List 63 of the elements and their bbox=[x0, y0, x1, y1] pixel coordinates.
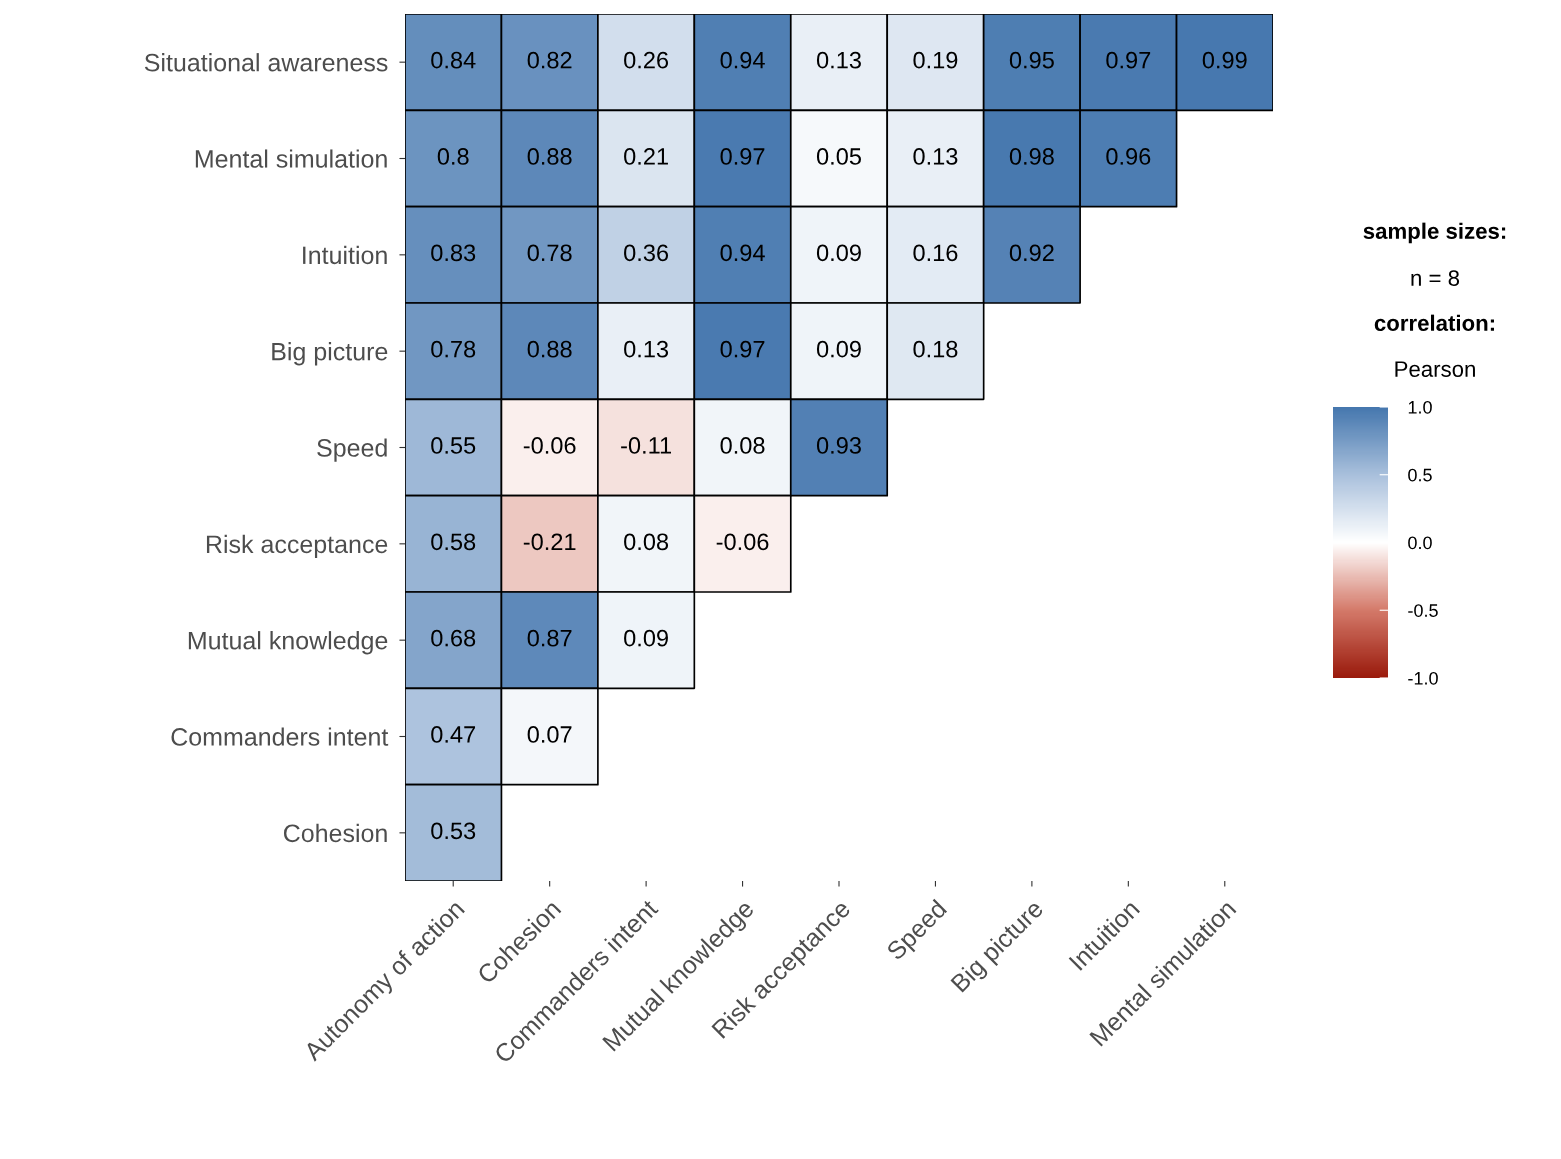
data-label: 0.16 bbox=[913, 244, 958, 262]
data-label: 0.93 bbox=[816, 437, 861, 454]
text: Pearson bbox=[1395, 361, 1475, 377]
data-label: 0.09 bbox=[624, 629, 668, 647]
data-label: -0.11 bbox=[621, 437, 671, 454]
y-tick-label: Speed bbox=[317, 438, 387, 462]
data-label: 0.53 bbox=[431, 822, 476, 840]
data-label: 0.94 bbox=[720, 244, 765, 262]
color-bar-label: -0.5 bbox=[1408, 604, 1438, 617]
y-tick-label: Big picture bbox=[272, 342, 388, 366]
y-tick-label: Situational awareness bbox=[144, 53, 388, 72]
y-tick-label: Risk acceptance bbox=[206, 534, 388, 559]
data-label: -0.06 bbox=[716, 533, 769, 551]
data-label: -0.06 bbox=[523, 437, 576, 454]
data-label: 0.84 bbox=[431, 51, 476, 69]
color-bar-label: 0.0 bbox=[1408, 536, 1432, 550]
y-tick-label: Mutual knowledge bbox=[188, 631, 388, 655]
data-label: 0.07 bbox=[527, 726, 572, 743]
y-tick-label: Mental simulation bbox=[195, 149, 387, 168]
data-label: 0.18 bbox=[913, 340, 958, 358]
y-tick-label: Cohesion bbox=[283, 823, 387, 843]
data-label: 0.83 bbox=[431, 244, 476, 262]
data-label: 0.82 bbox=[527, 51, 572, 69]
data-label: 0.58 bbox=[431, 533, 476, 551]
data-label: 0.78 bbox=[527, 244, 572, 262]
data-label: -0.21 bbox=[523, 533, 576, 551]
data-label: 0.87 bbox=[527, 629, 572, 647]
data-label: 0.26 bbox=[624, 51, 669, 69]
color-bar-label: -1.0 bbox=[1408, 671, 1438, 685]
data-label: 0.97 bbox=[1106, 51, 1151, 69]
data-label: 0.08 bbox=[624, 533, 669, 551]
data-label: 0.88 bbox=[527, 340, 572, 358]
text: n = 8 bbox=[1411, 270, 1460, 286]
data-label: 0.09 bbox=[816, 244, 861, 262]
data-label: 0.98 bbox=[1009, 148, 1054, 165]
data-label: 0.13 bbox=[816, 51, 861, 69]
y-tick-label: Intuition bbox=[303, 245, 387, 265]
text: sample sizes: bbox=[1363, 222, 1506, 244]
y-tick-label: Commanders intent bbox=[171, 727, 389, 746]
data-label: 0.95 bbox=[1009, 51, 1054, 69]
data-label: 0.97 bbox=[720, 340, 765, 358]
data-label: 0.78 bbox=[431, 340, 476, 358]
data-label: 0.68 bbox=[431, 629, 476, 647]
data-label: 0.09 bbox=[816, 340, 861, 358]
data-label: 0.47 bbox=[431, 726, 476, 743]
data-label: 0.8 bbox=[437, 148, 469, 165]
data-label: 0.55 bbox=[431, 437, 476, 454]
data-label: 0.21 bbox=[624, 148, 668, 165]
data-label: 0.88 bbox=[527, 148, 572, 165]
color-bar-label: 1.0 bbox=[1408, 400, 1432, 414]
data-label: 0.97 bbox=[720, 148, 765, 165]
data-label: 0.08 bbox=[720, 437, 765, 454]
data-label: 0.36 bbox=[624, 244, 669, 262]
data-label: 0.13 bbox=[913, 148, 958, 165]
text: correlation: bbox=[1374, 314, 1494, 331]
data-label: 0.13 bbox=[624, 340, 669, 358]
data-label: 0.96 bbox=[1106, 148, 1151, 165]
color-bar-label: 0.5 bbox=[1408, 468, 1432, 482]
data-label: 0.92 bbox=[1009, 244, 1054, 262]
data-label: 0.19 bbox=[913, 51, 958, 69]
data-label: 0.94 bbox=[720, 51, 765, 69]
data-label: 0.99 bbox=[1202, 51, 1247, 69]
data-label: 0.05 bbox=[816, 148, 861, 165]
